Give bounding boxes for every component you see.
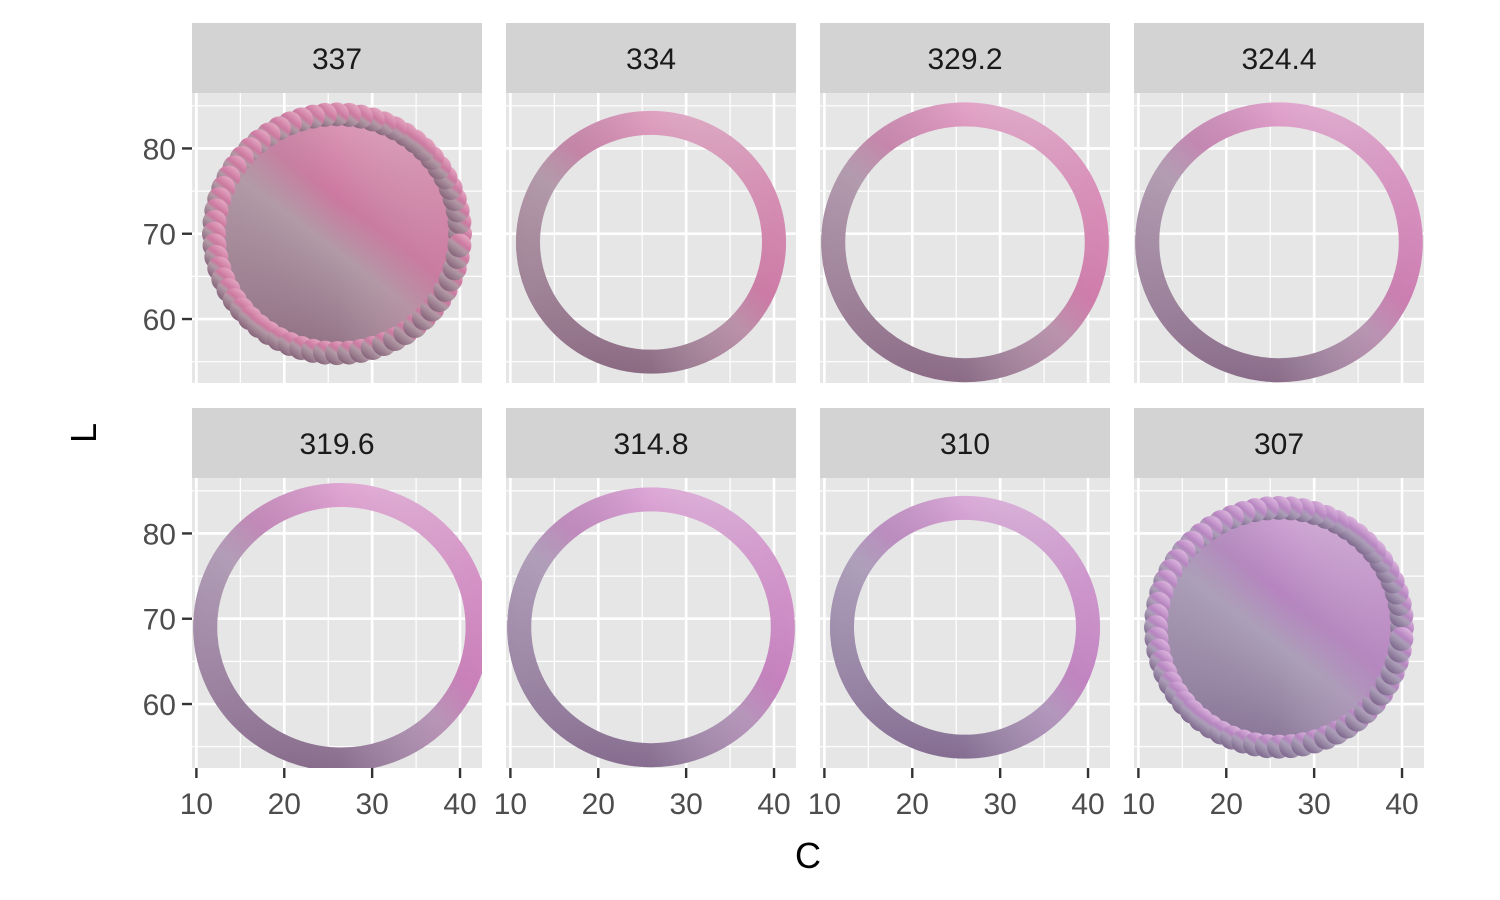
points — [201, 102, 473, 366]
strip-background — [1134, 408, 1424, 478]
point-ring-shade — [507, 487, 795, 768]
strip-label: 334 — [626, 43, 676, 76]
facet-panel: 324.4 — [1134, 23, 1424, 383]
y-tick-label: 80 — [143, 133, 176, 166]
points — [507, 487, 795, 768]
x-axis-title: C — [795, 835, 821, 876]
strip-background — [1134, 23, 1424, 93]
x-tick-label: 40 — [1071, 788, 1104, 821]
point-cloud-shade — [1151, 503, 1407, 752]
x-tick-label: 10 — [1122, 788, 1155, 821]
facet-panel: 334 — [506, 23, 796, 383]
strip-background — [820, 23, 1110, 93]
strip-label: 307 — [1254, 428, 1304, 461]
x-tick-label: 10 — [180, 788, 213, 821]
panel-background — [820, 478, 1110, 768]
y-axis: 60 70 80 — [143, 133, 192, 337]
x-axis: 10 20 30 40 — [808, 768, 1105, 821]
strip-label: 310 — [940, 428, 990, 461]
facet-panel: 314.8 — [506, 408, 796, 768]
y-tick-label: 80 — [143, 518, 176, 551]
points — [829, 495, 1101, 759]
points — [1135, 102, 1423, 383]
x-tick-label: 40 — [443, 788, 476, 821]
x-axis: 10 20 30 40 — [180, 768, 477, 821]
y-axis-title: L — [63, 423, 104, 443]
x-tick-label: 30 — [1297, 788, 1330, 821]
x-axes-layer: 10 20 30 40 10 20 30 40 10 20 30 40 10 20 30 40 — [180, 768, 1419, 821]
point-ring-shade — [821, 102, 1109, 383]
strip-label: 314.8 — [613, 428, 688, 461]
strip-background — [506, 23, 796, 93]
x-tick-label: 30 — [355, 788, 388, 821]
y-axes-layer: 60 70 80 60 70 80 — [143, 133, 192, 722]
strip-label: 319.6 — [299, 428, 374, 461]
strip-label: 324.4 — [1241, 43, 1316, 76]
point-ring-shade — [515, 110, 787, 374]
x-tick-label: 20 — [1210, 788, 1243, 821]
x-tick-label: 40 — [1385, 788, 1418, 821]
facet-panel: 310 — [820, 408, 1110, 768]
x-tick-label: 30 — [669, 788, 702, 821]
strip-label: 337 — [312, 43, 362, 76]
facet-panel: 307 — [1134, 408, 1424, 768]
panel-background — [506, 93, 796, 383]
panels-layer: 337 334 329.2 324.4 319.6 314.8 310 307 — [192, 23, 1424, 768]
points — [515, 110, 787, 374]
y-tick-label: 70 — [143, 604, 176, 637]
x-tick-label: 30 — [983, 788, 1016, 821]
x-tick-label: 20 — [896, 788, 929, 821]
x-axis: 10 20 30 40 — [494, 768, 791, 821]
x-tick-label: 40 — [757, 788, 790, 821]
y-tick-label: 70 — [143, 219, 176, 252]
facet-panel: 319.6 — [192, 408, 482, 768]
point-ring-shade — [193, 483, 482, 768]
point-cloud-shade — [209, 109, 465, 358]
x-tick-label: 20 — [268, 788, 301, 821]
x-tick-label: 10 — [494, 788, 527, 821]
strip-background — [192, 23, 482, 93]
strip-background — [506, 408, 796, 478]
x-tick-label: 10 — [808, 788, 841, 821]
facet-panel: 329.2 — [820, 23, 1110, 383]
y-tick-label: 60 — [143, 304, 176, 337]
x-axis: 10 20 30 40 — [1122, 768, 1419, 821]
points — [193, 483, 482, 768]
y-tick-label: 60 — [143, 689, 176, 722]
point-ring-shade — [829, 495, 1101, 759]
data-point — [447, 233, 472, 258]
strip-label: 329.2 — [927, 43, 1002, 76]
strip-background — [192, 408, 482, 478]
point-ring-shade — [1135, 102, 1423, 383]
y-axis: 60 70 80 — [143, 518, 192, 722]
x-tick-label: 20 — [582, 788, 615, 821]
data-point — [1389, 626, 1414, 651]
strip-background — [820, 408, 1110, 478]
points — [1143, 495, 1415, 759]
points — [821, 102, 1109, 383]
facet-panel: 337 — [192, 23, 482, 383]
